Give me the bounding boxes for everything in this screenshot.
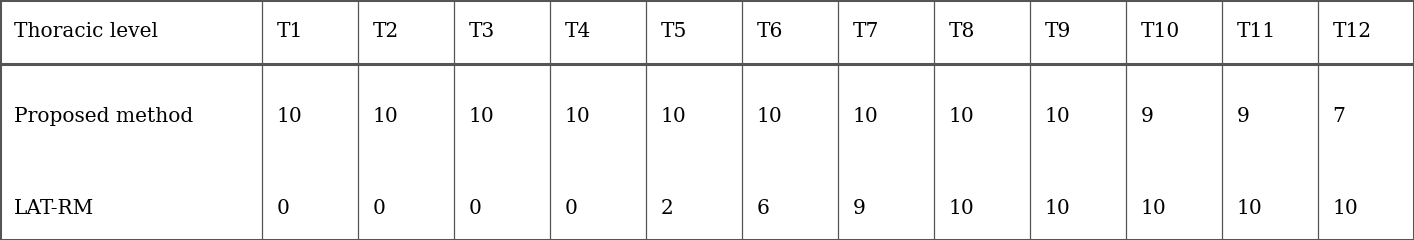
Text: 2: 2	[660, 199, 673, 218]
Text: T4: T4	[564, 22, 591, 41]
Text: 10: 10	[660, 107, 686, 126]
Text: T8: T8	[949, 22, 974, 41]
Text: 0: 0	[372, 199, 386, 218]
Text: 10: 10	[277, 107, 303, 126]
Text: 10: 10	[756, 107, 782, 126]
Text: T11: T11	[1236, 22, 1275, 41]
Text: 0: 0	[277, 199, 290, 218]
Text: T3: T3	[468, 22, 495, 41]
Text: 9: 9	[1236, 107, 1250, 126]
Text: T2: T2	[372, 22, 399, 41]
Text: 10: 10	[1236, 199, 1263, 218]
Text: T10: T10	[1141, 22, 1179, 41]
Text: Proposed method: Proposed method	[14, 107, 194, 126]
Text: 10: 10	[1045, 199, 1070, 218]
Text: Thoracic level: Thoracic level	[14, 22, 158, 41]
Text: 9: 9	[1141, 107, 1154, 126]
Text: 0: 0	[564, 199, 577, 218]
Text: T6: T6	[756, 22, 783, 41]
Text: T1: T1	[277, 22, 303, 41]
Text: 10: 10	[949, 107, 974, 126]
Text: 10: 10	[1045, 107, 1070, 126]
Text: 0: 0	[468, 199, 481, 218]
Text: 10: 10	[372, 107, 399, 126]
Text: 7: 7	[1332, 107, 1346, 126]
Text: T7: T7	[853, 22, 880, 41]
Text: 9: 9	[853, 199, 865, 218]
Text: T9: T9	[1045, 22, 1070, 41]
Text: 10: 10	[949, 199, 974, 218]
Text: T12: T12	[1332, 22, 1372, 41]
Text: 10: 10	[468, 107, 495, 126]
Text: 10: 10	[1332, 199, 1359, 218]
Text: 10: 10	[1141, 199, 1167, 218]
Text: 10: 10	[853, 107, 878, 126]
Text: 10: 10	[564, 107, 590, 126]
Text: 6: 6	[756, 199, 769, 218]
Text: T5: T5	[660, 22, 687, 41]
Text: LAT-RM: LAT-RM	[14, 199, 95, 218]
